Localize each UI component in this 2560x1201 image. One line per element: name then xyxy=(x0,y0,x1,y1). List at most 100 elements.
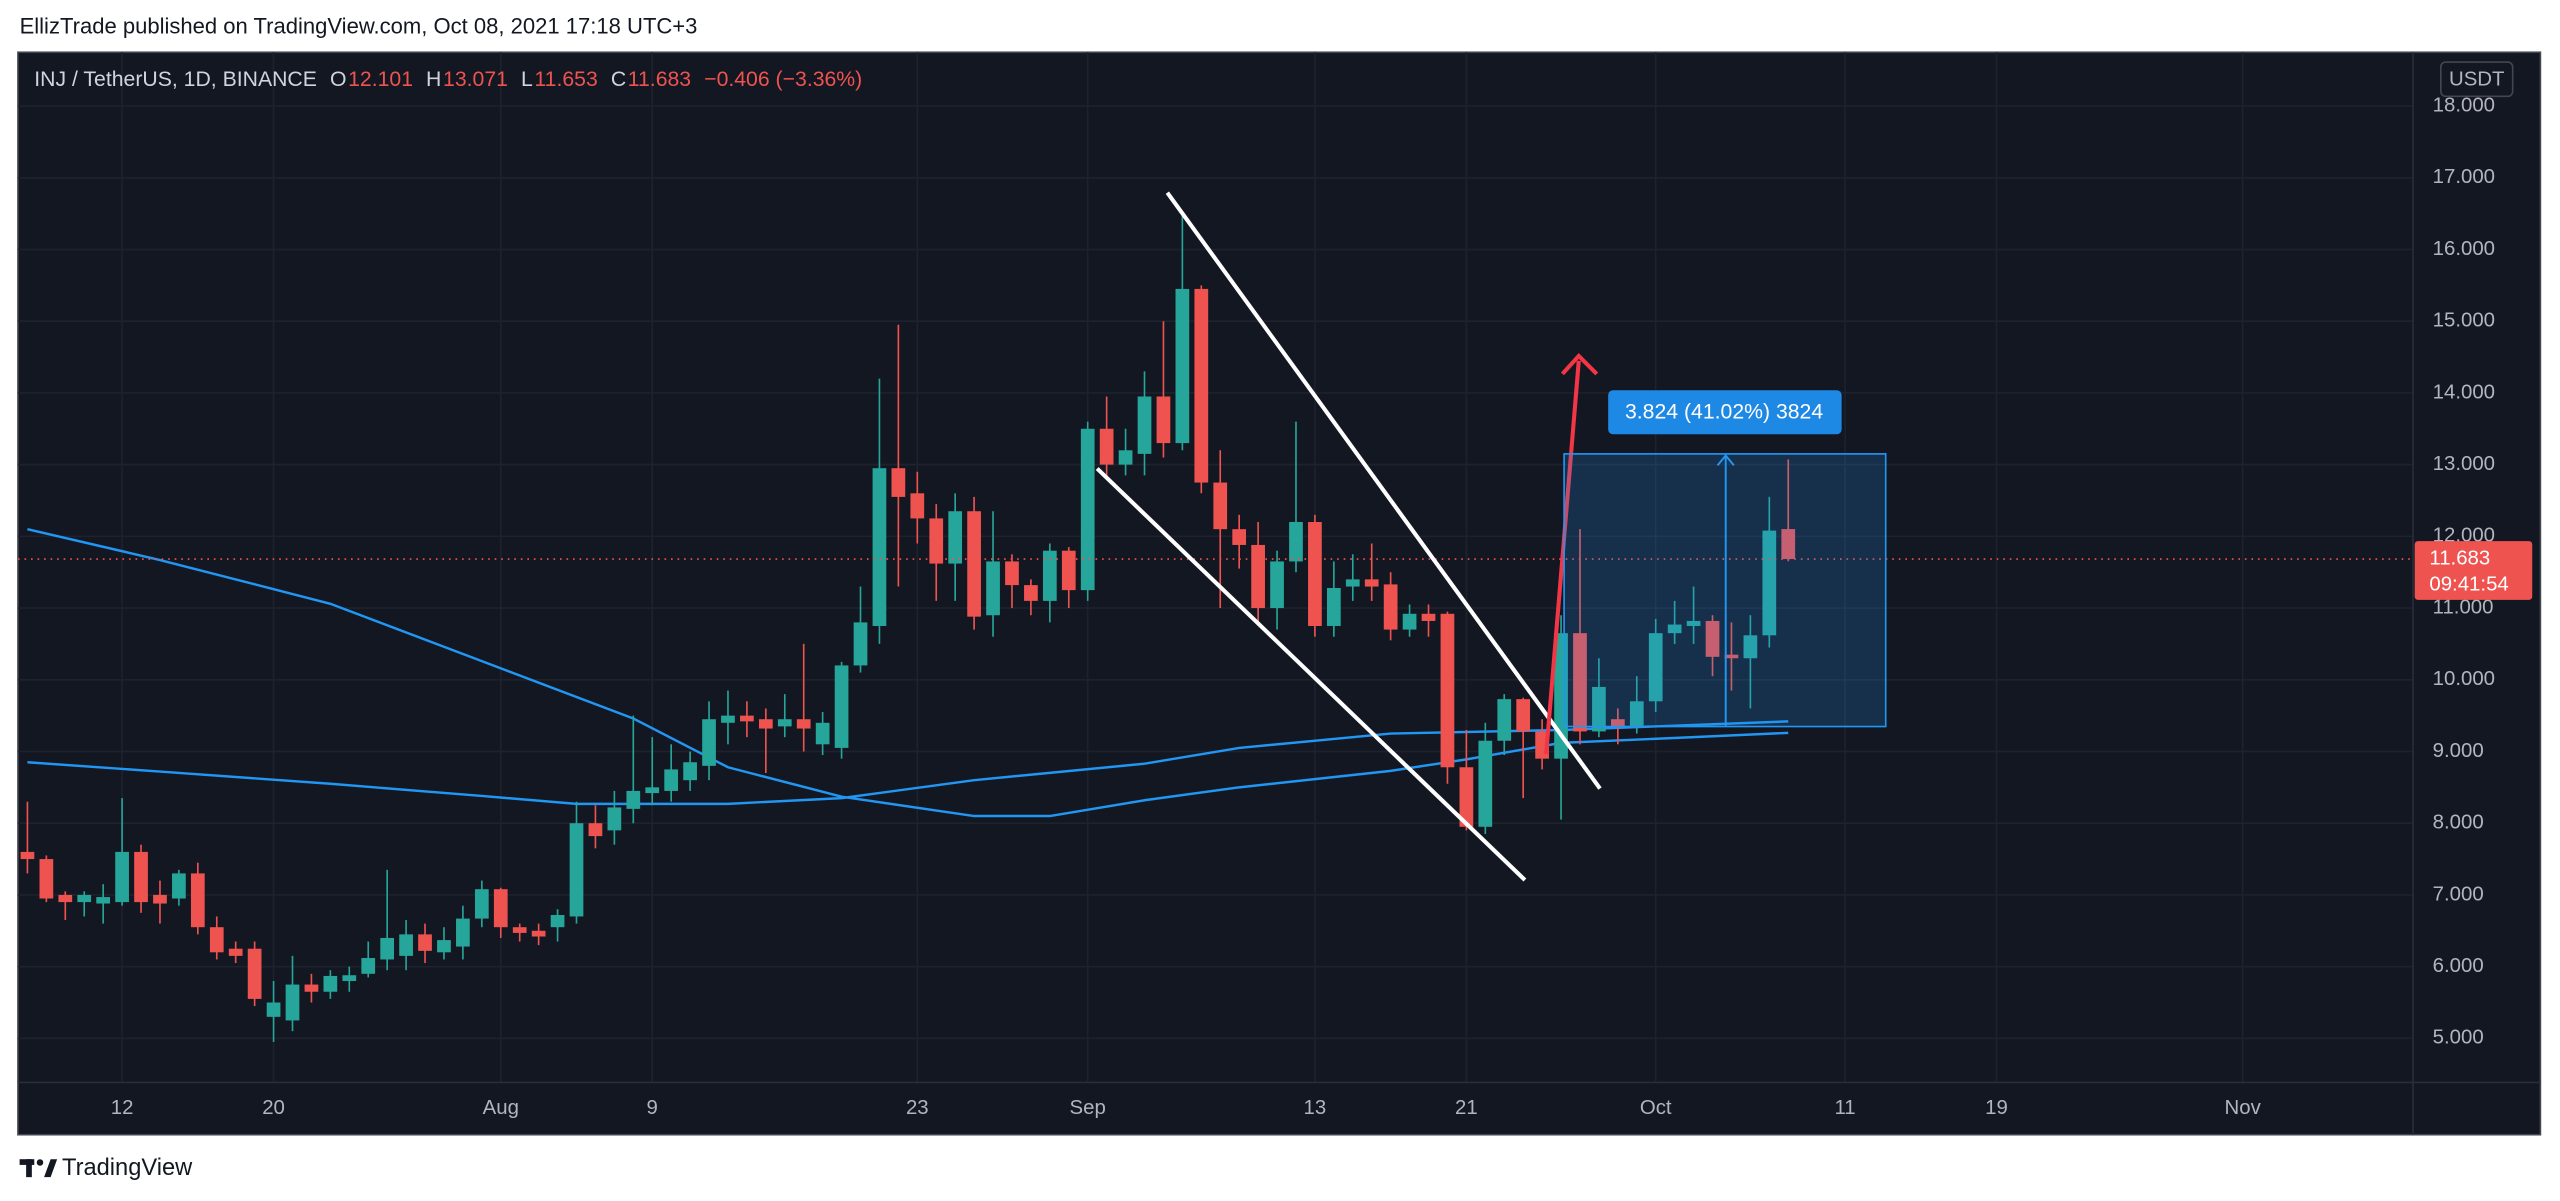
candle-body xyxy=(456,918,470,947)
x-tick-label: 21 xyxy=(1455,1097,1478,1119)
x-tick-label: 23 xyxy=(906,1097,929,1119)
candle-body xyxy=(834,665,849,748)
candle-body xyxy=(1686,620,1701,626)
candle-body xyxy=(1781,529,1796,560)
candle-body xyxy=(1289,521,1303,562)
y-tick-label: 7.000 xyxy=(2433,883,2484,905)
y-tick-label: 6.000 xyxy=(2433,955,2484,977)
candle-body xyxy=(1270,561,1284,609)
candle-body xyxy=(512,927,527,933)
candle-body xyxy=(853,622,868,666)
candle-body xyxy=(1610,719,1625,727)
candle-body xyxy=(266,1002,281,1017)
x-tick-label: Aug xyxy=(483,1097,519,1119)
ohlc-label: C xyxy=(611,68,626,91)
trend-line xyxy=(1165,191,1602,790)
candle-body xyxy=(1118,450,1133,465)
candle-body xyxy=(1099,428,1114,465)
candle-body xyxy=(1251,544,1265,609)
candle-body xyxy=(815,722,830,745)
candle-body xyxy=(683,762,697,781)
ohlc-value: 11.683 xyxy=(628,68,691,91)
candle-body xyxy=(1175,288,1190,444)
x-tick-label: Oct xyxy=(1640,1097,1672,1119)
moving-averages xyxy=(27,527,1789,818)
candle-body xyxy=(1364,579,1379,587)
candle-body xyxy=(39,859,54,899)
ohlc-value: 12.101 xyxy=(348,68,413,91)
arrow-line xyxy=(1544,360,1581,755)
candle-body xyxy=(569,823,584,917)
candle-body xyxy=(1345,579,1360,587)
grid xyxy=(17,52,2414,1083)
candle-body xyxy=(1648,633,1663,702)
candle-body xyxy=(1705,620,1720,657)
logo-part xyxy=(36,1159,44,1166)
candle-body xyxy=(1573,633,1587,732)
trend-line xyxy=(1095,467,1527,882)
legend-line: INJ / TetherUS, 1D, BINANCE O 12.101 H 13.07… xyxy=(34,68,862,91)
candle-body xyxy=(910,493,925,519)
candle-body xyxy=(721,715,735,723)
candle-body xyxy=(96,897,111,904)
x-tick-label: 11 xyxy=(1834,1097,1855,1119)
x-tick-label: 13 xyxy=(1304,1097,1327,1119)
brand-logo xyxy=(19,1159,58,1178)
candle-body xyxy=(1232,529,1247,545)
ohlc-value: 13.071 xyxy=(443,68,508,91)
countdown-label: 09:41:54 xyxy=(2429,574,2508,596)
candle-body xyxy=(1156,396,1171,444)
measure-label: 3.824 (41.02%) 3824 xyxy=(1625,401,1823,424)
candle-body xyxy=(323,975,338,992)
candle-body xyxy=(20,851,35,860)
candle-body xyxy=(190,873,205,928)
candle-body xyxy=(1383,584,1398,630)
candle-body xyxy=(1667,624,1682,634)
ohlc-label: H xyxy=(426,68,441,91)
moving-average xyxy=(27,527,1789,818)
candle-body xyxy=(1440,613,1455,768)
candle-body xyxy=(1137,396,1152,454)
y-tick-label: 11.000 xyxy=(2433,596,2494,618)
candle-body xyxy=(1080,428,1095,591)
candle-body xyxy=(1061,550,1076,591)
candle-body xyxy=(399,934,413,956)
candle-body xyxy=(1592,686,1606,732)
candle-body xyxy=(172,873,186,899)
logo-part xyxy=(26,1159,32,1178)
candle-body xyxy=(1516,699,1531,732)
candle-body xyxy=(872,468,887,626)
arrow-head xyxy=(1560,352,1599,376)
candle-body xyxy=(588,823,603,837)
candles xyxy=(17,213,2414,1042)
candle-body xyxy=(285,984,300,1021)
ohlc-label: L xyxy=(521,68,533,91)
candle-body xyxy=(474,889,489,919)
x-tick-label: 12 xyxy=(111,1097,134,1119)
candle-body xyxy=(304,984,319,992)
candle-body xyxy=(1005,561,1019,586)
candle-body xyxy=(209,927,224,953)
candle-body xyxy=(1743,635,1758,659)
currency-box xyxy=(2440,61,2514,98)
candle-body xyxy=(418,934,432,951)
candle-body xyxy=(948,511,963,564)
candle-body xyxy=(342,975,357,981)
candle-body xyxy=(626,790,641,809)
y-tick-label: 9.000 xyxy=(2433,740,2484,762)
brand: TradingView xyxy=(62,1155,193,1181)
symbol: INJ / TetherUS, 1D, BINANCE xyxy=(34,68,317,91)
candle-body xyxy=(550,915,565,928)
candle-body xyxy=(1402,613,1417,630)
y-tick-label: 8.000 xyxy=(2433,812,2484,834)
candle-body xyxy=(891,468,906,497)
change: −0.406 (−3.36%) xyxy=(704,68,862,91)
candle-body xyxy=(967,511,981,617)
logo-part xyxy=(44,1159,58,1178)
ohlc-value: 11.653 xyxy=(534,68,597,91)
last-price-box xyxy=(2414,541,2533,600)
candle-body xyxy=(986,561,1000,616)
candle-body xyxy=(1042,550,1057,601)
